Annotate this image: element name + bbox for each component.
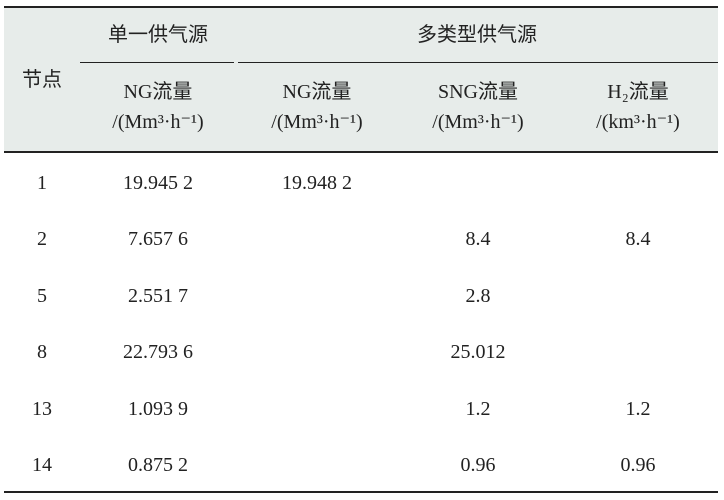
table-cell: 7.657 6 [128,228,188,251]
column-header: H₂流量 /(km³·h⁻¹) [558,63,718,151]
table-cell: 14 [32,454,52,476]
top-rule [4,6,718,8]
column-header-name: SNG流量 [437,81,518,103]
table-cell: 2 [37,228,47,251]
column-header-name: NG流量 [282,81,352,103]
bottom-rule [4,491,718,493]
table-cell: 8.4 [625,228,651,251]
group-header: 单一供气源 [108,24,208,46]
table-cell: 2.551 7 [128,284,188,307]
table-cell: 19.945 2 [123,172,193,194]
column-header-name: H₂流量 [607,81,669,103]
table-cell: 1.093 9 [128,397,188,420]
table-cell: 0.96 [620,454,656,476]
column-header-unit: /(Mm³·h⁻¹) [271,111,363,133]
group-header: 多类型供气源 [417,24,537,46]
table-cell: 2.8 [465,284,491,307]
table-cell: 13 [32,397,52,420]
table-cell: 25.012 [450,341,506,364]
column-header: NG流量 /(Mm³·h⁻¹) [80,63,236,151]
header-rule [4,151,718,153]
table-cell: 1 [37,172,47,194]
table-cell: 5 [37,284,47,307]
table-cell: 0.96 [460,454,496,476]
table-cell: 19.948 2 [282,172,352,194]
table-cell: 1.2 [465,397,491,420]
table-cell: 0.875 2 [128,454,188,476]
column-header-unit: /(Mm³·h⁻¹) [432,111,524,133]
table-cell: 8 [37,341,47,364]
table-cell: 1.2 [625,397,651,420]
column-header: SNG流量 /(Mm³·h⁻¹) [398,63,558,151]
header-background [4,7,718,152]
column-header-unit: /(Mm³·h⁻¹) [112,111,204,133]
group-rule [238,62,718,63]
row-label-header: 节点 [22,68,62,91]
column-header: NG流量 /(Mm³·h⁻¹) [236,63,398,151]
column-header-unit: /(km³·h⁻¹) [596,111,680,133]
group-rule [80,62,234,63]
column-header-name: NG流量 [123,81,193,103]
table-cell: 8.4 [465,228,491,251]
table-cell: 22.793 6 [123,341,193,364]
